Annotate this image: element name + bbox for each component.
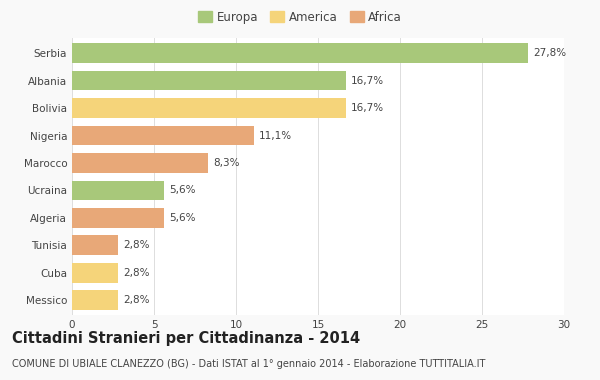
Text: 2,8%: 2,8% bbox=[123, 241, 149, 250]
Bar bbox=[72, 263, 118, 283]
Text: 2,8%: 2,8% bbox=[123, 295, 149, 305]
Bar bbox=[72, 71, 346, 90]
Bar bbox=[72, 43, 528, 63]
Bar bbox=[72, 98, 346, 118]
Text: 5,6%: 5,6% bbox=[169, 185, 195, 195]
Text: 11,1%: 11,1% bbox=[259, 130, 292, 141]
Bar bbox=[72, 290, 118, 310]
Bar bbox=[72, 153, 208, 173]
Legend: Europa, America, Africa: Europa, America, Africa bbox=[193, 6, 407, 28]
Text: COMUNE DI UBIALE CLANEZZO (BG) - Dati ISTAT al 1° gennaio 2014 - Elaborazione TU: COMUNE DI UBIALE CLANEZZO (BG) - Dati IS… bbox=[12, 359, 485, 369]
Bar bbox=[72, 236, 118, 255]
Text: 5,6%: 5,6% bbox=[169, 213, 195, 223]
Text: 27,8%: 27,8% bbox=[533, 48, 566, 58]
Bar bbox=[72, 180, 164, 200]
Bar bbox=[72, 126, 254, 146]
Text: Cittadini Stranieri per Cittadinanza - 2014: Cittadini Stranieri per Cittadinanza - 2… bbox=[12, 331, 360, 345]
Bar bbox=[72, 208, 164, 228]
Text: 16,7%: 16,7% bbox=[351, 76, 384, 86]
Text: 8,3%: 8,3% bbox=[213, 158, 239, 168]
Text: 16,7%: 16,7% bbox=[351, 103, 384, 113]
Text: 2,8%: 2,8% bbox=[123, 268, 149, 278]
